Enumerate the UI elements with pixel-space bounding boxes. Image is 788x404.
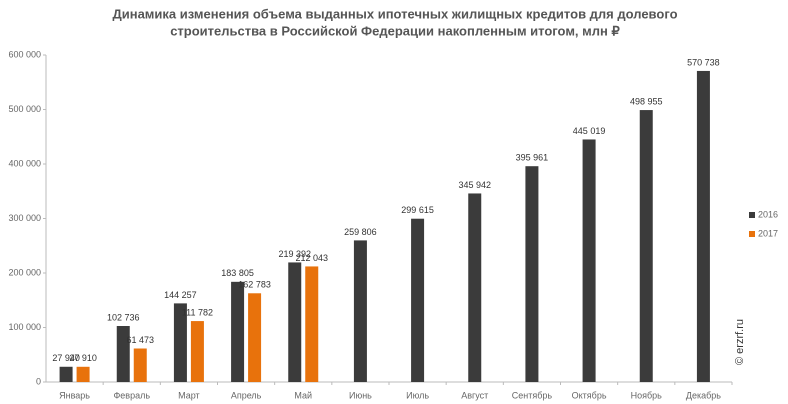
data-label: 570 738 bbox=[687, 57, 720, 67]
bar bbox=[639, 110, 653, 383]
data-label: 445 019 bbox=[573, 126, 606, 136]
bar bbox=[190, 321, 204, 382]
y-tick-label: 300 000 bbox=[8, 213, 41, 223]
data-label: 27 910 bbox=[69, 353, 97, 363]
data-label: 61 473 bbox=[126, 335, 154, 345]
data-label: 144 257 bbox=[164, 290, 197, 300]
data-label: 162 783 bbox=[238, 280, 271, 290]
data-label: 212 043 bbox=[295, 253, 328, 263]
bar bbox=[173, 303, 187, 382]
x-tick-label: Сентябрь bbox=[512, 390, 553, 400]
data-label: 183 805 bbox=[221, 268, 254, 278]
x-tick-label: Май bbox=[294, 390, 312, 400]
x-tick-label: Март bbox=[178, 390, 200, 400]
data-label: 27 940 bbox=[52, 353, 80, 363]
y-tick-label: 400 000 bbox=[8, 158, 41, 168]
data-label: 395 961 bbox=[516, 153, 549, 163]
x-tick-label: Октябрь bbox=[572, 390, 607, 400]
bar bbox=[59, 366, 73, 382]
bar bbox=[116, 326, 130, 382]
bar bbox=[468, 193, 482, 382]
x-tick-label: Январь bbox=[59, 390, 90, 400]
bar bbox=[76, 366, 90, 382]
bar bbox=[525, 166, 539, 382]
x-tick-label: Июль bbox=[406, 390, 429, 400]
bar bbox=[353, 240, 367, 382]
bar bbox=[305, 266, 319, 382]
x-tick-label: Апрель bbox=[231, 390, 262, 400]
data-label: 498 955 bbox=[630, 96, 663, 106]
y-tick-label: 200 000 bbox=[8, 267, 41, 277]
data-label: 111 782 bbox=[182, 307, 213, 317]
x-tick-label: Август bbox=[461, 390, 488, 400]
y-tick-label: 0 bbox=[36, 376, 41, 386]
x-tick-label: Июнь bbox=[349, 390, 372, 400]
data-label: 219 392 bbox=[278, 249, 311, 259]
legend-swatch bbox=[749, 231, 755, 237]
x-tick-label: Февраль bbox=[113, 390, 150, 400]
credit: © erzrf.ru bbox=[734, 319, 746, 365]
bar bbox=[248, 293, 262, 382]
bar bbox=[133, 348, 147, 382]
bar bbox=[696, 70, 710, 383]
data-label: 102 736 bbox=[107, 312, 140, 322]
bar bbox=[288, 262, 302, 382]
y-tick-label: 500 000 bbox=[8, 104, 41, 114]
chart-title: строительства в Российской Федерации нак… bbox=[170, 23, 620, 38]
bar bbox=[231, 281, 245, 382]
chart-title: Динамика изменения объема выданных ипоте… bbox=[112, 6, 677, 21]
legend-label: 2016 bbox=[758, 209, 778, 219]
y-tick-label: 600 000 bbox=[8, 49, 41, 59]
y-tick-label: 100 000 bbox=[8, 322, 41, 332]
x-tick-label: Декабрь bbox=[686, 390, 721, 400]
data-label: 299 615 bbox=[401, 205, 434, 215]
legend-swatch bbox=[749, 212, 755, 218]
bar bbox=[582, 139, 596, 382]
data-label: 259 806 bbox=[344, 227, 377, 237]
legend-label: 2017 bbox=[758, 228, 778, 238]
bar bbox=[411, 218, 425, 382]
x-tick-label: Ноябрь bbox=[631, 390, 663, 400]
data-label: 345 942 bbox=[458, 180, 491, 190]
